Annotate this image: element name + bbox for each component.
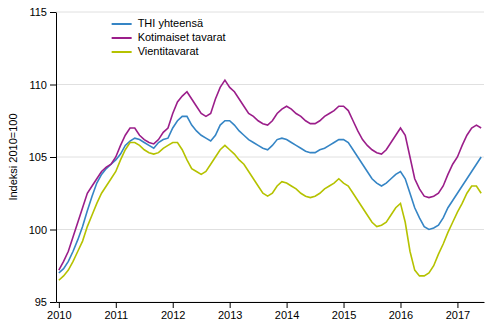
y-tick-mark xyxy=(50,230,56,231)
x-axis: 2010 2011 2012 2013 2014 2015 2016 2017 xyxy=(47,302,484,321)
legend-label: THI yhteensä xyxy=(138,17,204,29)
y-axis-title: Indeksi 2010=100 xyxy=(7,113,19,200)
legend: THI yhteensä Kotimaiset tavarat Vientitava… xyxy=(112,17,226,57)
x-tick: 2017 xyxy=(446,302,470,321)
x-tick-label: 2010 xyxy=(47,309,71,321)
grid-line xyxy=(56,229,484,230)
x-tick: 2010 xyxy=(47,302,71,321)
lines xyxy=(59,80,481,280)
x-tick-label: 2017 xyxy=(446,309,470,321)
legend-item: Kotimaiset tavarat xyxy=(112,31,226,43)
x-tick-label: 2016 xyxy=(389,309,413,321)
x-tick-label: 2014 xyxy=(275,309,299,321)
x-tick: 2011 xyxy=(104,302,128,321)
legend-label: Kotimaiset tavarat xyxy=(138,31,226,43)
legend-item: Vientitavarat xyxy=(112,45,199,57)
y-tick-label: 105 xyxy=(29,151,47,163)
x-tick: 2015 xyxy=(332,302,356,321)
grid-line xyxy=(56,12,484,13)
grid-line xyxy=(56,302,484,303)
chart: 2010 2011 2012 2013 2014 2015 2016 2017 95 100 105… xyxy=(0,0,500,330)
x-tick-label: 2012 xyxy=(161,309,185,321)
grid-line xyxy=(56,157,484,158)
x-tick: 2014 xyxy=(275,302,299,321)
plot: 2010 2011 2012 2013 2014 2015 2016 2017 95 100 105… xyxy=(29,6,485,321)
y-tick-mark xyxy=(50,302,56,303)
y-tick: 105 xyxy=(29,151,56,163)
y-axis: 95 100 105 110 115 xyxy=(29,6,57,308)
x-tick: 2013 xyxy=(218,302,242,321)
y-tick-mark xyxy=(50,12,56,13)
y-axis-line xyxy=(56,13,57,303)
y-tick-label: 100 xyxy=(29,224,47,236)
series-line xyxy=(59,80,481,270)
grid xyxy=(56,12,484,302)
x-tick: 2016 xyxy=(389,302,413,321)
x-tick: 2012 xyxy=(161,302,185,321)
x-tick-mark xyxy=(59,302,60,308)
x-tick-mark xyxy=(230,302,231,308)
x-tick-label: 2015 xyxy=(332,309,356,321)
y-tick-mark xyxy=(50,157,56,158)
x-tick-mark xyxy=(344,302,345,308)
y-tick-mark xyxy=(50,85,56,86)
x-tick-mark xyxy=(116,302,117,308)
series-line xyxy=(59,143,481,281)
x-tick-mark xyxy=(287,302,288,308)
y-tick: 95 xyxy=(35,296,56,308)
y-tick: 110 xyxy=(29,79,56,91)
legend-label: Vientitavarat xyxy=(138,45,199,57)
legend-swatch xyxy=(112,23,132,25)
x-axis-line xyxy=(57,302,485,303)
legend-item: THI yhteensä xyxy=(112,17,204,29)
x-tick-label: 2013 xyxy=(218,309,242,321)
y-tick-label: 95 xyxy=(35,296,47,308)
legend-swatch xyxy=(112,37,132,39)
y-tick: 115 xyxy=(29,6,56,18)
y-tick-label: 115 xyxy=(29,6,47,18)
x-tick-mark xyxy=(457,302,458,308)
y-tick-label: 110 xyxy=(29,79,47,91)
grid-line xyxy=(56,84,484,85)
x-tick-mark xyxy=(173,302,174,308)
y-tick: 100 xyxy=(29,224,56,236)
legend-swatch xyxy=(112,51,132,53)
x-tick-label: 2011 xyxy=(104,309,128,321)
x-tick-mark xyxy=(400,302,401,308)
